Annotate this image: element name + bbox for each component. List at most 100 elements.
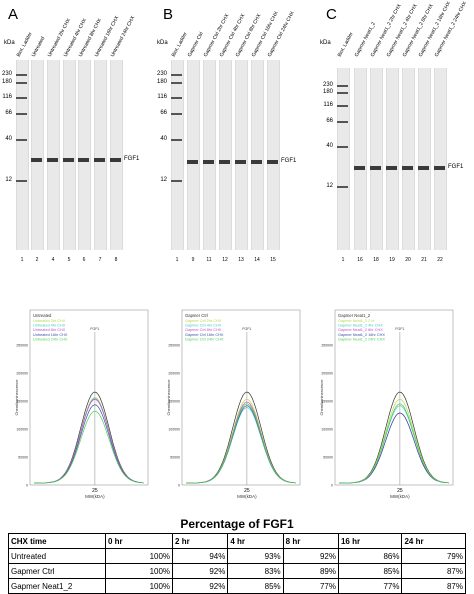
plot-frame <box>334 309 454 486</box>
fgf1-band <box>386 166 397 170</box>
ladder-band <box>16 74 27 76</box>
table-cell: Gapmer Ctrl <box>8 563 106 579</box>
marker-230: 230 <box>156 71 167 77</box>
fgf1-band <box>63 158 74 162</box>
ladder-band <box>171 180 182 182</box>
y-tick-label: 50000 <box>170 456 180 460</box>
legend-entry: Untreated 4hr CHX <box>33 324 66 328</box>
ladder-band <box>16 180 27 182</box>
lane-number: 1 <box>341 257 345 263</box>
marker-12: 12 <box>5 177 12 183</box>
kda-label: kDa <box>157 40 168 46</box>
lane-label: Biot. Ladder <box>336 31 355 58</box>
y-tick-label: 50000 <box>18 456 28 460</box>
y-tick-label: 150000 <box>321 400 333 404</box>
legend-entry: Gapmer Neat1_2 4hr CHX <box>338 324 383 328</box>
marker-40: 40 <box>160 136 167 142</box>
electropherogram-untreated: 0 50000 100000 150000 200000 250000 Chemilumin… <box>14 309 149 499</box>
plot-frame <box>29 309 149 486</box>
ladder-band <box>171 74 182 76</box>
peak-label: FGF1 <box>395 327 404 331</box>
lane-number: 21 <box>421 257 427 263</box>
ladder-band <box>337 105 348 107</box>
fgf1-band <box>370 166 381 170</box>
lane <box>47 60 60 250</box>
marker-40: 40 <box>326 143 333 149</box>
peak-label: FGF1 <box>242 327 251 331</box>
marker-180: 180 <box>156 79 167 85</box>
electropherogram-trace <box>34 410 145 484</box>
y-tick-label: 200000 <box>321 372 333 376</box>
table-cell: 92% <box>172 578 229 594</box>
table-cell: 79% <box>401 548 466 564</box>
fgf1-band <box>402 166 413 170</box>
y-tick-label: 150000 <box>16 400 28 404</box>
legend-entry: Gapmer Ctrl 4hr CHX <box>185 324 222 328</box>
table-cell: 100% <box>104 548 174 564</box>
electropherogram-trace <box>186 403 297 484</box>
lane-number: 16 <box>357 257 363 263</box>
table-cell: 94% <box>172 548 229 564</box>
lane-number: 1 <box>20 257 24 263</box>
ladder-band <box>16 139 27 141</box>
marker-180: 180 <box>1 79 12 85</box>
fgf1-band <box>354 166 365 170</box>
y-axis-label: Chemiluminescence <box>319 379 324 416</box>
y-tick-label: 250000 <box>321 344 333 348</box>
table-row: Untreated 100% 94% 93% 92% 86% 79% <box>8 548 466 564</box>
lane <box>171 60 184 250</box>
electropherogram-trace <box>339 405 450 484</box>
lane-number: 8 <box>114 257 118 263</box>
lane <box>418 68 431 250</box>
plot-frame <box>181 309 301 486</box>
electropherogram-trace <box>339 412 450 484</box>
marker-12: 12 <box>326 183 333 189</box>
table-cell: 92% <box>282 548 339 564</box>
marker-12: 12 <box>160 177 167 183</box>
table-row: Gapmer Neat1_2 100% 92% 85% 77% 77% 87% <box>8 578 466 594</box>
lane-number: 7 <box>98 257 102 263</box>
marker-66: 66 <box>160 110 167 116</box>
x-axis-label: MW(kDA) <box>85 494 105 499</box>
fgf1-band <box>434 166 445 170</box>
y-tick-label: 200000 <box>16 372 28 376</box>
lane-number: 2 <box>35 257 39 263</box>
lane-number: 6 <box>82 257 86 263</box>
lane-number: 9 <box>191 257 195 263</box>
fgf1-band <box>219 160 230 164</box>
lane <box>267 60 280 250</box>
lane <box>203 60 216 250</box>
band-label: FGF1 <box>281 158 297 164</box>
marker-180: 180 <box>322 89 333 95</box>
lane <box>94 60 107 250</box>
lane-number: 20 <box>405 257 411 263</box>
y-tick-label: 0 <box>26 484 28 488</box>
lane <box>434 68 447 250</box>
lane-number: 22 <box>437 257 443 263</box>
electropherogram-trace <box>34 397 145 484</box>
legend-entry: Gapmer Ctrl 2hr CHX <box>185 319 222 323</box>
lane <box>63 60 76 250</box>
marker-66: 66 <box>5 110 12 116</box>
x-tick-label: 25 <box>397 488 403 494</box>
panel-letter-b: B <box>163 6 174 23</box>
table-cell: 85% <box>227 578 284 594</box>
lane-number: 4 <box>51 257 55 263</box>
fgf1-band <box>78 158 89 162</box>
fgf1-band <box>235 160 246 164</box>
ladder-band <box>171 97 182 99</box>
lane <box>354 68 367 250</box>
y-tick-label: 100000 <box>168 428 180 432</box>
lane-number: 19 <box>389 257 395 263</box>
table-cell: 93% <box>227 548 284 564</box>
marker-116: 116 <box>2 94 12 100</box>
band-label: FGF1 <box>448 164 464 170</box>
fgf1-band <box>47 158 58 162</box>
y-tick-label: 150000 <box>168 400 180 404</box>
table-header: 0 hr <box>104 533 174 549</box>
marker-230: 230 <box>1 71 12 77</box>
ladder-band <box>337 92 348 94</box>
lane-number: 15 <box>270 257 276 263</box>
table-header: 4 hr <box>227 533 284 549</box>
legend-entry: Gapmer Ctrl 24hr CHX <box>185 337 224 341</box>
